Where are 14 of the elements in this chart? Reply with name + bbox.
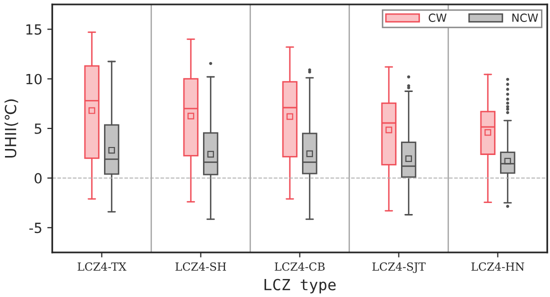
y-tick-label: 5: [34, 124, 42, 134]
y-tick-label: 10: [26, 74, 42, 84]
x-tick-label: LCZ4-CB: [274, 262, 325, 271]
y-tick-label: 15: [26, 24, 42, 35]
y-tick-label: -5: [29, 222, 42, 234]
x-tick-label: LCZ4-SJT: [372, 262, 426, 273]
x-axis-title: LCZ type: [264, 278, 336, 294]
legend-label: CW: [428, 14, 446, 22]
x-tick-label: LCZ4-TX: [78, 262, 126, 271]
y-tick-label: 0: [34, 173, 42, 184]
x-tick-label: LCZ4-HN: [471, 262, 524, 271]
legend-label: NCW: [512, 14, 538, 22]
x-tick-label: LCZ4-SH: [176, 262, 226, 271]
y-axis-title: UHII(℃): [4, 99, 18, 158]
